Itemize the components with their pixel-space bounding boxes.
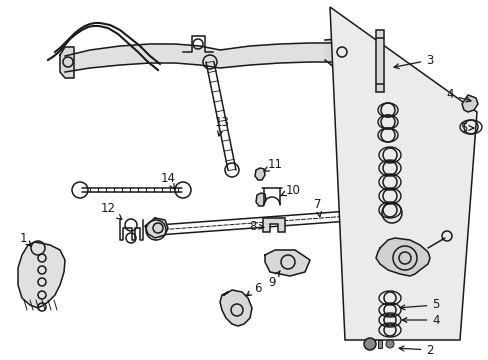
Text: 7: 7 [314,198,321,217]
Text: 4: 4 [401,314,439,327]
Text: 2: 2 [398,343,433,356]
Circle shape [363,338,375,350]
Polygon shape [263,218,285,232]
Polygon shape [461,95,477,112]
Polygon shape [254,168,264,180]
Text: 12: 12 [101,202,122,219]
Text: 5: 5 [459,122,473,135]
Polygon shape [329,7,476,340]
Text: 4: 4 [446,89,470,102]
Polygon shape [18,242,65,308]
Text: 9: 9 [268,271,280,288]
FancyBboxPatch shape [377,340,381,348]
Polygon shape [256,193,265,206]
Polygon shape [325,38,354,68]
Text: 13: 13 [214,116,229,136]
Text: 1: 1 [19,231,32,247]
FancyBboxPatch shape [375,30,383,92]
Polygon shape [220,290,251,326]
Polygon shape [264,250,309,276]
Polygon shape [375,238,429,276]
Polygon shape [145,218,168,238]
Text: 14: 14 [160,171,175,190]
Text: 6: 6 [246,282,261,296]
Text: 8: 8 [249,220,264,233]
Text: 5: 5 [399,298,439,311]
Circle shape [385,340,393,348]
Polygon shape [60,47,74,78]
Polygon shape [65,43,345,72]
Text: 11: 11 [264,158,282,171]
Text: 3: 3 [393,54,433,68]
Text: 10: 10 [280,184,300,197]
